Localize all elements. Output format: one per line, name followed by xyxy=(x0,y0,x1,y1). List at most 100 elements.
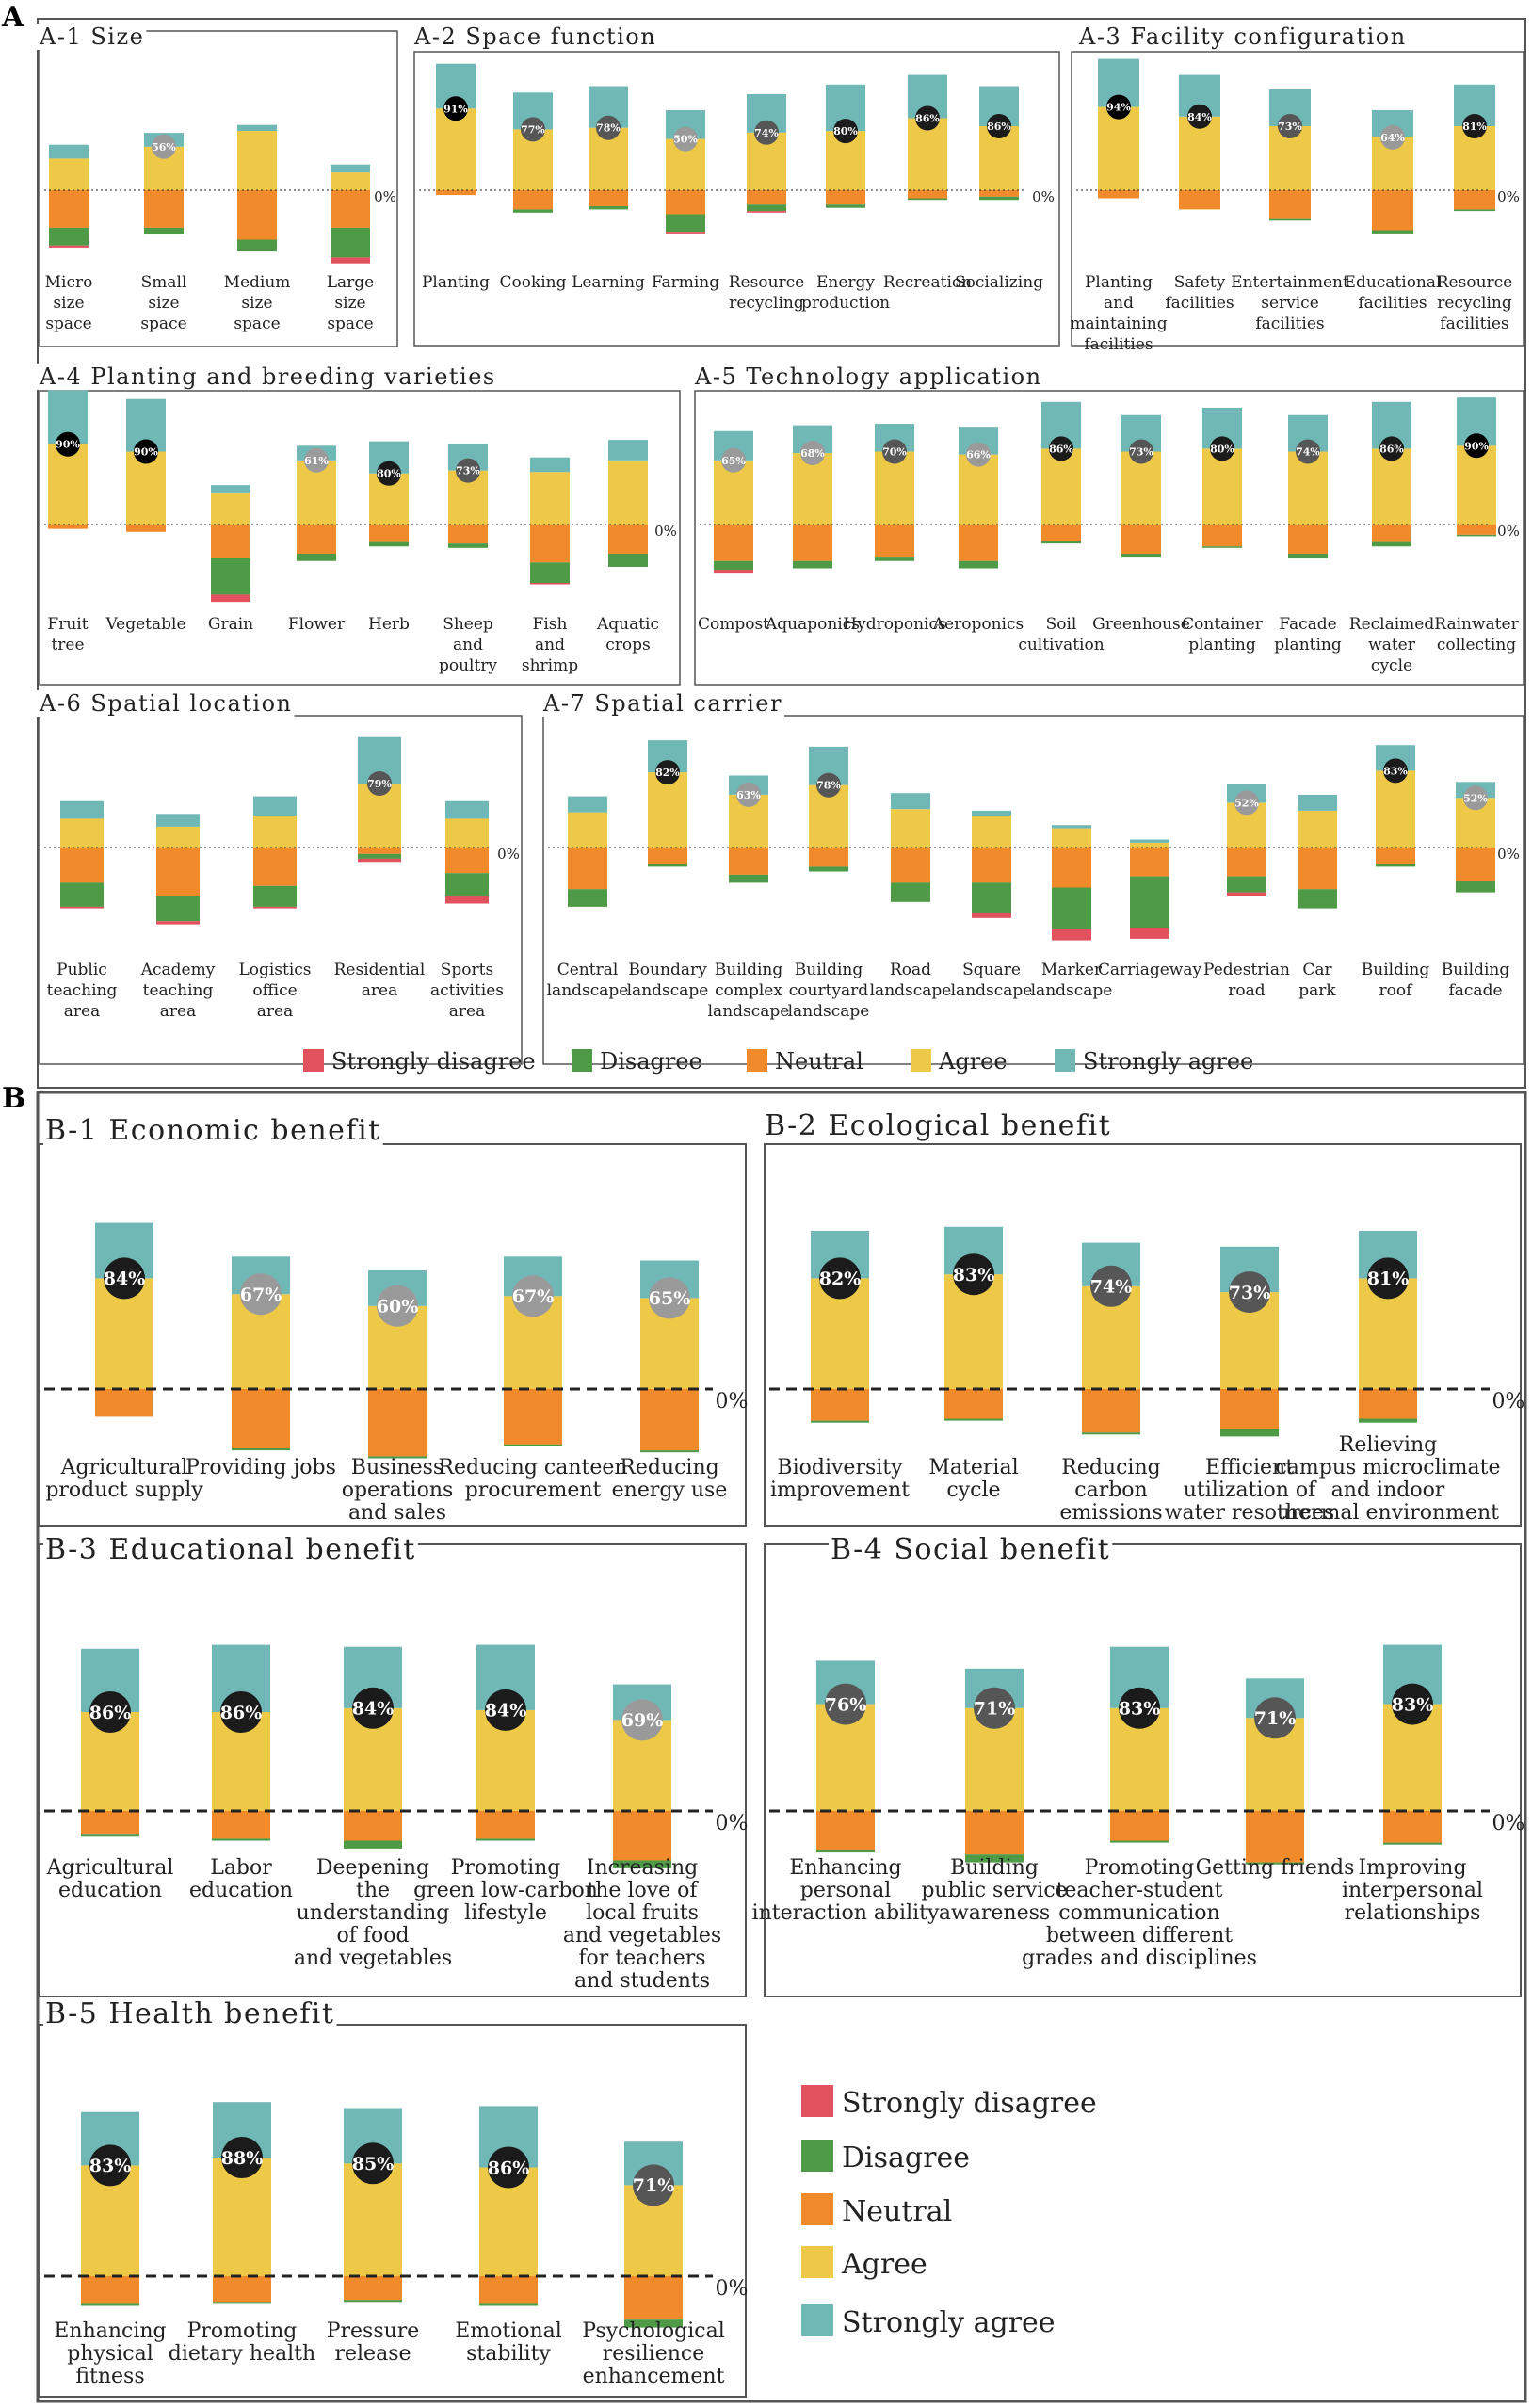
bar-segment-strongly-agree xyxy=(568,796,607,813)
bar-segment-neutral xyxy=(608,525,648,554)
panel-title-bg xyxy=(37,364,498,390)
bar-segment-strongly-agree xyxy=(156,814,200,827)
bar-segment-neutral xyxy=(297,525,336,554)
bar-segment-neutral xyxy=(448,525,488,544)
bar-segment-neutral xyxy=(81,1811,139,1835)
bar-segment-disagree xyxy=(368,1456,427,1459)
bar-segment-strongly-agree xyxy=(1052,825,1091,829)
panel-b-5: B-5 Health benefit 83% Enhancing physical fi… xyxy=(39,1997,748,2398)
category-label: Aquaponics xyxy=(765,615,860,634)
bar-segment-neutral xyxy=(1220,1389,1279,1429)
agreement-badge xyxy=(456,458,480,483)
category-label: Resource recycling facilities xyxy=(1437,273,1512,333)
category-label: Biodiversity improvement xyxy=(770,1456,910,1502)
category-label: Facade planting xyxy=(1274,615,1342,655)
agreement-badge xyxy=(367,771,392,796)
agreement-percent-label: 86% xyxy=(220,1703,263,1723)
bar-segment-disagree xyxy=(49,227,89,246)
category-label: Business operations and sales xyxy=(342,1456,454,1525)
agreement-badge xyxy=(1296,439,1320,464)
agreement-percent-label: 66% xyxy=(966,449,991,461)
agreement-percent-label: 84% xyxy=(1187,111,1212,123)
bar-segment-strongly-disagree xyxy=(445,896,489,904)
agreement-badge xyxy=(819,1257,861,1300)
section-b-label: B xyxy=(2,1082,25,1115)
agreement-percent-label: 77% xyxy=(521,123,545,136)
bar-segment-disagree xyxy=(1052,887,1091,929)
agreement-percent-label: 73% xyxy=(1229,1283,1271,1303)
bar-segment-strongly-agree xyxy=(608,440,648,461)
legend-swatch-strongly-disagree xyxy=(303,1049,324,1072)
panel-title: A-1 Size xyxy=(39,24,144,50)
panel-title: B-3 Educational benefit xyxy=(45,1533,416,1566)
category-label: Providing jobs xyxy=(185,1456,336,1479)
bar-segment-neutral xyxy=(1041,525,1081,541)
category-label: Getting friends xyxy=(1196,1856,1355,1880)
agreement-percent-label: 86% xyxy=(987,121,1011,133)
category-label: Grain xyxy=(208,615,253,634)
agreement-percent-label: 83% xyxy=(953,1265,995,1285)
legend-label-strongly-disagree: Strongly disagree xyxy=(842,2087,1097,2120)
category-label: Academy teaching area xyxy=(140,961,216,1021)
bar-segment-neutral xyxy=(331,190,370,228)
bar-segment-strongly-disagree xyxy=(530,583,570,585)
bar-segment-neutral xyxy=(530,525,570,563)
bar-segment-agree xyxy=(1052,828,1091,848)
category-label: Reducing energy use xyxy=(612,1456,728,1502)
panel-title: B-2 Ecological benefit xyxy=(765,1109,1111,1142)
bar-segment-disagree xyxy=(1456,881,1495,893)
bar-segment-disagree xyxy=(1269,218,1311,221)
agreement-percent-label: 52% xyxy=(1234,797,1259,809)
bar-segment-neutral xyxy=(479,2276,538,2304)
agreement-percent-label: 78% xyxy=(596,122,621,135)
bar-segment-strongly-agree xyxy=(445,800,489,819)
panel-title: A-3 Facility configuration xyxy=(1078,24,1407,50)
zero-label: 0% xyxy=(1492,1812,1525,1835)
bar-segment-neutral xyxy=(1082,1389,1140,1433)
bar-segment-neutral xyxy=(513,190,553,210)
bar-segment-neutral xyxy=(972,848,1011,883)
bar-segment-disagree xyxy=(232,1448,290,1451)
category-label: Improving interpersonal relationships xyxy=(1342,1856,1483,1925)
bar-segment-neutral xyxy=(1121,525,1161,554)
category-label: Agricultural education xyxy=(46,1856,174,1902)
bar-segment-agree xyxy=(1130,842,1169,848)
agreement-badge xyxy=(754,120,779,145)
bar-segment-disagree xyxy=(212,1838,270,1841)
bar-segment-neutral xyxy=(476,1811,535,1839)
category-label: Micro size space xyxy=(45,273,93,333)
bar-segment-agree xyxy=(445,818,489,848)
panel-frame xyxy=(764,1143,1522,1527)
bar-segment-disagree xyxy=(589,206,628,210)
panel-title: A-6 Spatial location xyxy=(39,690,293,717)
agreement-percent-label: 83% xyxy=(1119,1699,1161,1720)
category-label: Efficient utilization of water resources xyxy=(1165,1456,1335,1525)
bar-segment-neutral xyxy=(1288,525,1328,554)
agreement-percent-label: 56% xyxy=(152,141,176,154)
panel-frame xyxy=(764,1543,1522,1997)
section-b-frame xyxy=(36,1091,1527,2403)
category-label: Compost xyxy=(698,615,769,634)
bar-segment-disagree xyxy=(959,560,998,569)
bar-segment-disagree xyxy=(369,541,409,547)
category-label: Container planting xyxy=(1182,615,1264,655)
agreement-badge xyxy=(1229,1271,1270,1314)
agreement-percent-label: 63% xyxy=(736,789,761,801)
panel-b-1: B-1 Economic benefit 84% Agricultural produ… xyxy=(39,1114,748,1527)
legend-a: Strongly disagree Disagree Neutral Agree Str… xyxy=(303,1048,1253,1075)
agreement-badge xyxy=(1379,436,1404,461)
panel-title: A-2 Space function xyxy=(413,24,656,50)
bar-segment-neutral xyxy=(213,2276,271,2303)
bar-segment-disagree xyxy=(344,1840,402,1849)
agreement-badge xyxy=(1049,436,1073,461)
bar-segment-agree xyxy=(211,492,250,525)
legend-swatch-disagree xyxy=(801,2140,833,2172)
panel-title-bg xyxy=(692,364,1044,390)
bar-segment-strongly-disagree xyxy=(747,211,786,213)
bar-segment-neutral xyxy=(237,190,277,240)
category-label: Large size space xyxy=(327,273,375,333)
bar-segment-strongly-disagree xyxy=(156,921,200,925)
panel-frame xyxy=(1071,51,1524,347)
agreement-badge xyxy=(1380,124,1405,150)
agreement-badge xyxy=(673,126,698,152)
